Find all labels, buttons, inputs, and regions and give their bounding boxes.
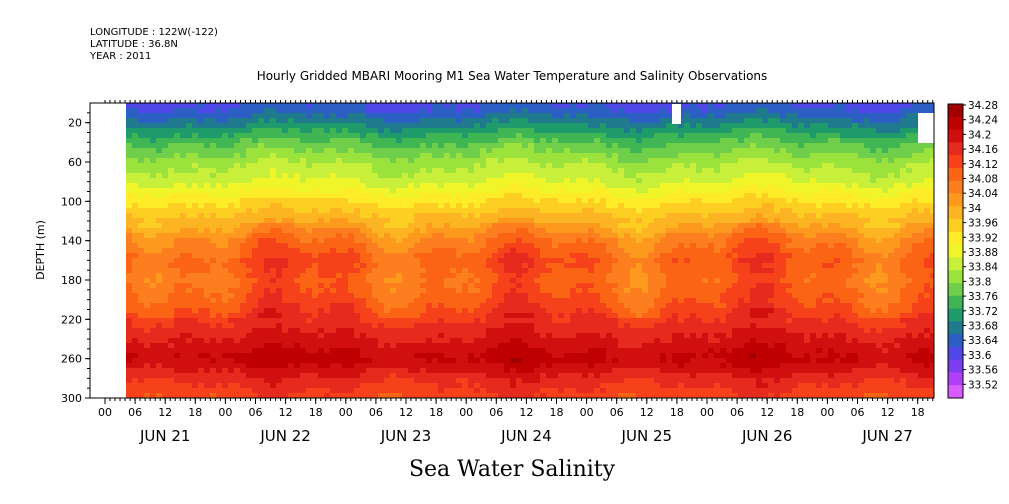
colorbar-label: 33.92 [968, 232, 998, 244]
x-day-label: JUN 22 [259, 427, 310, 445]
x-hour-label: 12 [760, 406, 774, 419]
x-hour-label: 18 [188, 406, 202, 419]
colorbar-swatch [948, 346, 963, 361]
longitude-label: LONGITUDE : 122W(-122) [90, 27, 218, 38]
colorbar-label: 33.8 [968, 276, 991, 288]
x-day-label: JUN 26 [741, 427, 792, 445]
x-hour-label: 18 [550, 406, 564, 419]
x-hour-label: 06 [128, 406, 142, 419]
colorbar-swatch [948, 372, 963, 386]
colorbar-swatch [948, 385, 963, 399]
colorbar-swatch [948, 206, 963, 220]
colorbar-swatch [948, 155, 963, 169]
y-tick-label: 140 [61, 235, 82, 248]
x-hour-label: 06 [730, 406, 744, 419]
colorbar-swatch [948, 104, 963, 118]
x-hour-label: 12 [399, 406, 413, 419]
colorbar-swatch [948, 167, 963, 182]
x-hour-label: 12 [279, 406, 293, 419]
colorbar-swatch [948, 334, 963, 348]
x-hour-label: 06 [851, 406, 865, 419]
colorbar-label: 33.52 [968, 379, 998, 391]
x-hour-label: 00 [98, 406, 112, 419]
x-hour-label: 06 [489, 406, 503, 419]
x-hour-label: 18 [429, 406, 443, 419]
x-day-label: JUN 21 [139, 427, 190, 445]
y-tick-label: 100 [61, 195, 82, 208]
colorbar-swatch [948, 244, 963, 258]
colorbar-label: 33.64 [968, 335, 998, 347]
colorbar-swatch [948, 270, 963, 284]
x-hour-label: 18 [790, 406, 804, 419]
colorbar-swatch [948, 257, 963, 271]
colorbar-label: 33.84 [968, 262, 998, 274]
y-tick-label: 20 [68, 117, 82, 130]
colorbar-swatch [948, 231, 963, 246]
colorbar-swatch [948, 308, 963, 322]
x-hour-label: 06 [610, 406, 624, 419]
x-hour-label: 00 [339, 406, 353, 419]
y-axis-label: DEPTH (m) [34, 220, 47, 280]
colorbar-swatch [948, 116, 963, 131]
colorbar-swatch [948, 129, 963, 143]
x-hour-label: 00 [218, 406, 232, 419]
x-hour-label: 00 [700, 406, 714, 419]
colorbar-label: 34.12 [968, 159, 998, 171]
x-hour-label: 12 [640, 406, 654, 419]
x-hour-label: 18 [911, 406, 925, 419]
y-tick-label: 180 [61, 274, 82, 287]
colorbar-label: 34.04 [968, 188, 998, 200]
x-hour-label: 00 [580, 406, 594, 419]
x-day-label: JUN 24 [500, 427, 551, 445]
x-hour-label: 06 [249, 406, 263, 419]
colorbar-label: 34.24 [968, 115, 998, 127]
x-hour-label: 12 [881, 406, 895, 419]
colorbar-label: 34.28 [968, 100, 998, 112]
colorbar-swatch [948, 282, 963, 297]
colorbar-swatch [948, 180, 963, 194]
x-day-label: JUN 23 [380, 427, 431, 445]
colorbar-label: 34.2 [968, 129, 991, 141]
colorbar-label: 33.68 [968, 321, 998, 333]
axes: 20 60 100 140 180 220 260 300 00 06 12 18 00 06 12 18 00… [61, 100, 935, 445]
colorbar-label: 33.96 [968, 218, 998, 230]
colorbar-label: 34 [968, 203, 982, 215]
chart-title: Hourly Gridded MBARI Mooring M1 Sea Wate… [257, 69, 768, 83]
y-tick-label: 60 [68, 156, 82, 169]
x-day-label: JUN 27 [861, 427, 912, 445]
latitude-label: LATITUDE : 36.8N [90, 39, 178, 50]
colorbar-label: 33.88 [968, 247, 998, 259]
colorbar-swatch [948, 295, 963, 310]
x-hour-label: 00 [820, 406, 834, 419]
colorbar-label: 33.76 [968, 291, 998, 303]
colorbar-label: 33.6 [968, 350, 992, 362]
x-hour-label: 06 [369, 406, 383, 419]
x-hour-label: 18 [670, 406, 684, 419]
colorbar-swatch [948, 142, 963, 156]
colorbar-label: 33.72 [968, 306, 998, 318]
x-hour-label: 12 [519, 406, 533, 419]
colorbar-label: 33.56 [968, 365, 998, 377]
colorbar-swatch [948, 321, 963, 335]
figure-caption: Sea Water Salinity [409, 457, 616, 482]
x-hour-label: 18 [309, 406, 323, 419]
colorbar-label: 34.16 [968, 144, 998, 156]
colorbar-swatch [948, 193, 963, 207]
x-day-label: JUN 25 [621, 427, 672, 445]
x-hour-label: 12 [158, 406, 172, 419]
y-tick-label: 260 [61, 353, 82, 366]
year-label: YEAR : 2011 [89, 51, 151, 62]
colorbar-label: 34.08 [968, 174, 998, 186]
colorbar-swatch [948, 359, 963, 373]
colorbar: 34.28 34.24 34.2 34.16 34.12 34.08 34.04 34 33.9… [947, 100, 998, 399]
plot-area [90, 103, 934, 398]
y-tick-label: 300 [61, 392, 82, 405]
x-hour-label: 00 [459, 406, 473, 419]
colorbar-swatch [948, 219, 963, 233]
y-tick-label: 220 [61, 313, 82, 326]
